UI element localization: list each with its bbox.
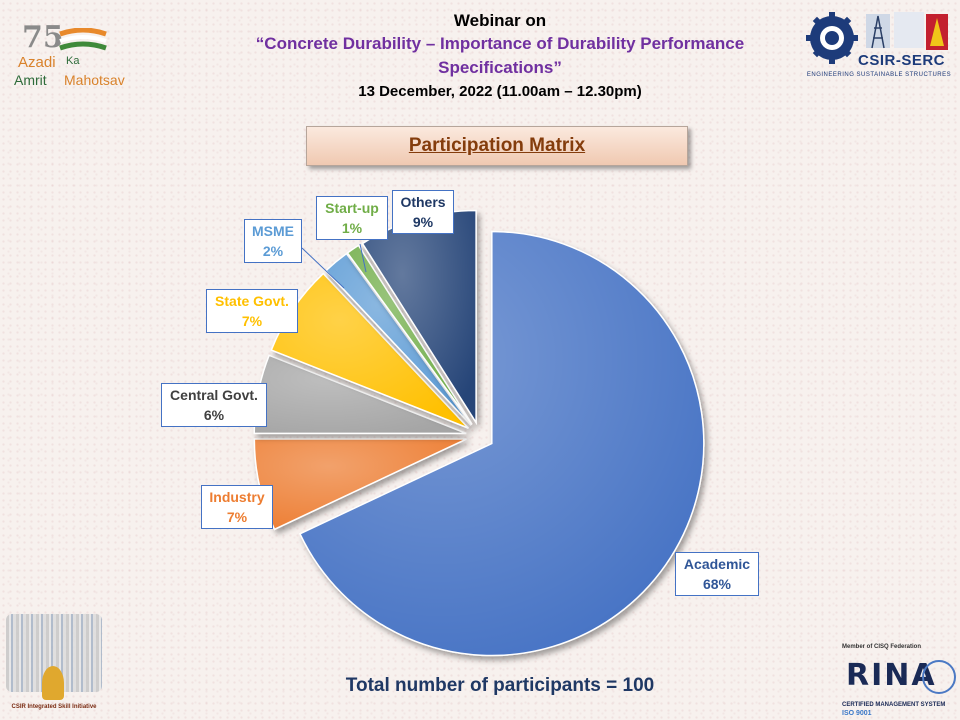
gear-emblem-icon — [806, 12, 948, 64]
data-label: Central Govt. 6% — [161, 383, 267, 427]
skill-logo-caption: CSIR Integrated Skill Initiative — [11, 704, 97, 710]
data-label-category: MSME — [252, 223, 294, 239]
rina-system-text: CERTIFIED MANAGEMENT SYSTEM — [842, 702, 946, 708]
rina-name: RINA — [846, 658, 937, 693]
webinar-header: Webinar on “Concrete Durability – Import… — [180, 10, 820, 104]
leader-line — [359, 243, 367, 273]
leader-line — [301, 247, 345, 289]
chart-title-box: Participation Matrix — [306, 126, 688, 166]
data-label-value: 7% — [226, 509, 248, 525]
chart-title: Participation Matrix — [408, 135, 586, 156]
csir-serc-name: CSIR-SERC — [858, 52, 946, 69]
data-label-value: 7% — [241, 313, 263, 329]
data-label: Start-up 1% — [316, 196, 388, 240]
azadi-ka-amrit-mahotsav-logo: 75 Azadi Ka Amrit Mahotsav — [14, 20, 125, 90]
data-label: Academic 68% — [675, 552, 759, 596]
csir-serc-logo: CSIR-SERC ENGINEERING SUSTAINABLE STRUCT… — [806, 8, 952, 80]
data-label-value: 2% — [262, 243, 284, 259]
data-label-category: Academic — [683, 556, 751, 572]
iqnet-badge-icon — [922, 660, 956, 694]
data-label-category: State Govt. — [215, 293, 289, 309]
data-label-value: 6% — [203, 407, 225, 423]
data-label: State Govt. 7% — [206, 289, 298, 333]
csir-skill-initiative-logo: CSIR Integrated Skill Initiative — [4, 614, 104, 716]
logo-word-ka: Ka — [66, 55, 80, 67]
logo-word-mahotsav: Mahotsav — [64, 72, 125, 88]
data-label-category: Start-up — [325, 200, 379, 216]
webinar-title-line1: “Concrete Durability – Importance of Dur… — [255, 34, 745, 53]
data-label-value: 1% — [341, 220, 363, 236]
rina-iso-text: ISO 9001 — [842, 710, 872, 717]
webinar-date: 13 December, 2022 (11.00am – 12.30pm) — [358, 83, 642, 100]
logo-word-azadi: Azadi — [18, 54, 56, 71]
flag-stripes-icon — [59, 28, 107, 51]
webinar-label: Webinar on — [453, 11, 547, 30]
logo-word-amrit: Amrit — [14, 72, 47, 88]
data-label-category: Central Govt. — [170, 387, 258, 403]
data-label-category: Others — [400, 194, 446, 210]
total-participants: Total number of participants = 100 — [345, 675, 655, 696]
data-label: Others 9% — [392, 190, 454, 234]
webinar-title-line2: Specifications” — [438, 58, 562, 77]
data-label: MSME 2% — [244, 219, 302, 263]
data-label-category: Industry — [209, 489, 265, 505]
data-label: Industry 7% — [201, 485, 273, 529]
data-label-value: 9% — [412, 214, 434, 230]
figure-icon — [42, 666, 64, 700]
rina-member-text: Member of CISQ Federation — [842, 644, 922, 650]
rina-certification-logo: Member of CISQ Federation RINA CERTIFIED… — [836, 644, 956, 720]
data-label-value: 68% — [702, 576, 732, 592]
csir-serc-tagline: ENGINEERING SUSTAINABLE STRUCTURES — [806, 72, 952, 78]
logo-number: 75 — [22, 20, 64, 55]
